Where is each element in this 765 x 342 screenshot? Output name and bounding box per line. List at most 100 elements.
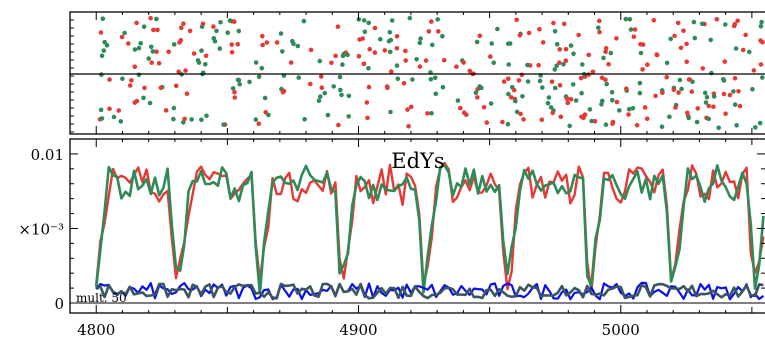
scatter-point (644, 116, 650, 121)
scatter-point (716, 125, 721, 131)
scatter-point (631, 34, 637, 40)
tick-labels: 4800 4900 5000 0.01 ×10⁻³ 0 (18, 146, 639, 339)
scatter-point (429, 111, 434, 116)
scatter-point (536, 62, 541, 68)
scatter-point (333, 53, 338, 59)
scatter-point (136, 45, 142, 51)
scatter-point (571, 51, 576, 56)
scatter-point (554, 41, 560, 47)
y-tick-label: 0 (54, 295, 64, 313)
scatter-point (122, 30, 127, 36)
scatter-point (506, 76, 511, 81)
scatter-point (191, 51, 197, 56)
scatter-point (319, 85, 325, 90)
scatter-point (325, 112, 331, 118)
scatter-point (100, 16, 106, 22)
scatter-point (610, 121, 615, 127)
scatter-point (599, 102, 604, 107)
scatter-point (731, 89, 736, 94)
scatter-point (501, 79, 507, 84)
scatter-point (606, 61, 611, 67)
scatter-point (403, 58, 409, 63)
scatter-point (557, 47, 562, 52)
scatter-point (236, 28, 242, 34)
scatter-point (428, 77, 434, 82)
scatter-point (218, 20, 223, 25)
scatter-point (356, 53, 362, 59)
scatter-point (580, 62, 585, 67)
y-tick-label: 0.01 (31, 146, 64, 164)
axes-layer (69, 11, 765, 314)
scatter-point (184, 91, 190, 96)
scatter-point (695, 106, 700, 111)
scatter-point (229, 50, 235, 55)
scatter-point (440, 84, 446, 90)
scatter-point (660, 90, 665, 96)
scatter-point (99, 116, 105, 121)
scatter-point (336, 122, 341, 128)
scatter-point (308, 47, 314, 53)
scatter-point (366, 66, 371, 71)
scatter-point (474, 39, 480, 45)
scatter-point (759, 19, 764, 25)
x-tick-label: 5000 (602, 321, 640, 339)
scatter-point (389, 18, 395, 23)
scatter-point (525, 79, 531, 84)
scatter-point (454, 64, 459, 69)
scatter-point (596, 25, 601, 31)
scatter-point (366, 84, 372, 90)
chart-title: EdYs (391, 149, 444, 173)
scatter-point (260, 42, 265, 48)
scatter-point (296, 75, 302, 80)
scatter-point (508, 95, 514, 100)
scatter-point (430, 42, 435, 48)
scatter-point (623, 16, 629, 22)
scatter-point (132, 64, 138, 69)
scatter-point (590, 69, 596, 75)
scatter-point (361, 61, 367, 67)
scatter-point (557, 83, 563, 88)
scatter-point (435, 17, 441, 22)
scatter-point (513, 98, 518, 104)
scatter-point (418, 36, 423, 41)
scatter-point (654, 52, 660, 58)
scatter-point (237, 82, 242, 87)
scatter-point (589, 118, 594, 124)
scatter-point (280, 49, 285, 54)
scatter-point (229, 42, 234, 47)
scatter-point (302, 117, 307, 122)
scatter-point (653, 93, 658, 99)
scatter-point (708, 37, 713, 43)
scatter-point (699, 21, 705, 27)
scatter-point (552, 29, 558, 34)
scatter-point (107, 106, 112, 112)
scatter-point (158, 85, 164, 91)
scatter-point (681, 28, 686, 34)
scatter-point (335, 24, 341, 30)
scatter-point (322, 90, 328, 96)
scatter-point (519, 72, 525, 78)
scatter-point (714, 16, 720, 22)
scatter-point (308, 81, 313, 87)
scatter-point (628, 27, 634, 32)
scatter-point (346, 114, 352, 119)
scatter-point (149, 60, 154, 65)
scatter-point (132, 47, 138, 52)
bottom-panel-frame (69, 138, 765, 314)
scatter-point (362, 29, 368, 35)
scatter-point (626, 112, 631, 117)
scatter-point (561, 21, 567, 27)
scatter-point (432, 75, 438, 81)
scatter-point (230, 86, 236, 91)
scatter-point (686, 77, 692, 82)
scatter-point (179, 25, 184, 31)
scatter-point (367, 46, 373, 52)
scatter-point (599, 75, 605, 80)
scatter-point (557, 60, 562, 65)
scatter-point (200, 21, 206, 27)
scatter-point (148, 44, 154, 50)
scatter-point (667, 114, 672, 120)
scatter-point (732, 102, 738, 107)
scatter-point (675, 20, 681, 26)
scatter-point (672, 33, 677, 39)
